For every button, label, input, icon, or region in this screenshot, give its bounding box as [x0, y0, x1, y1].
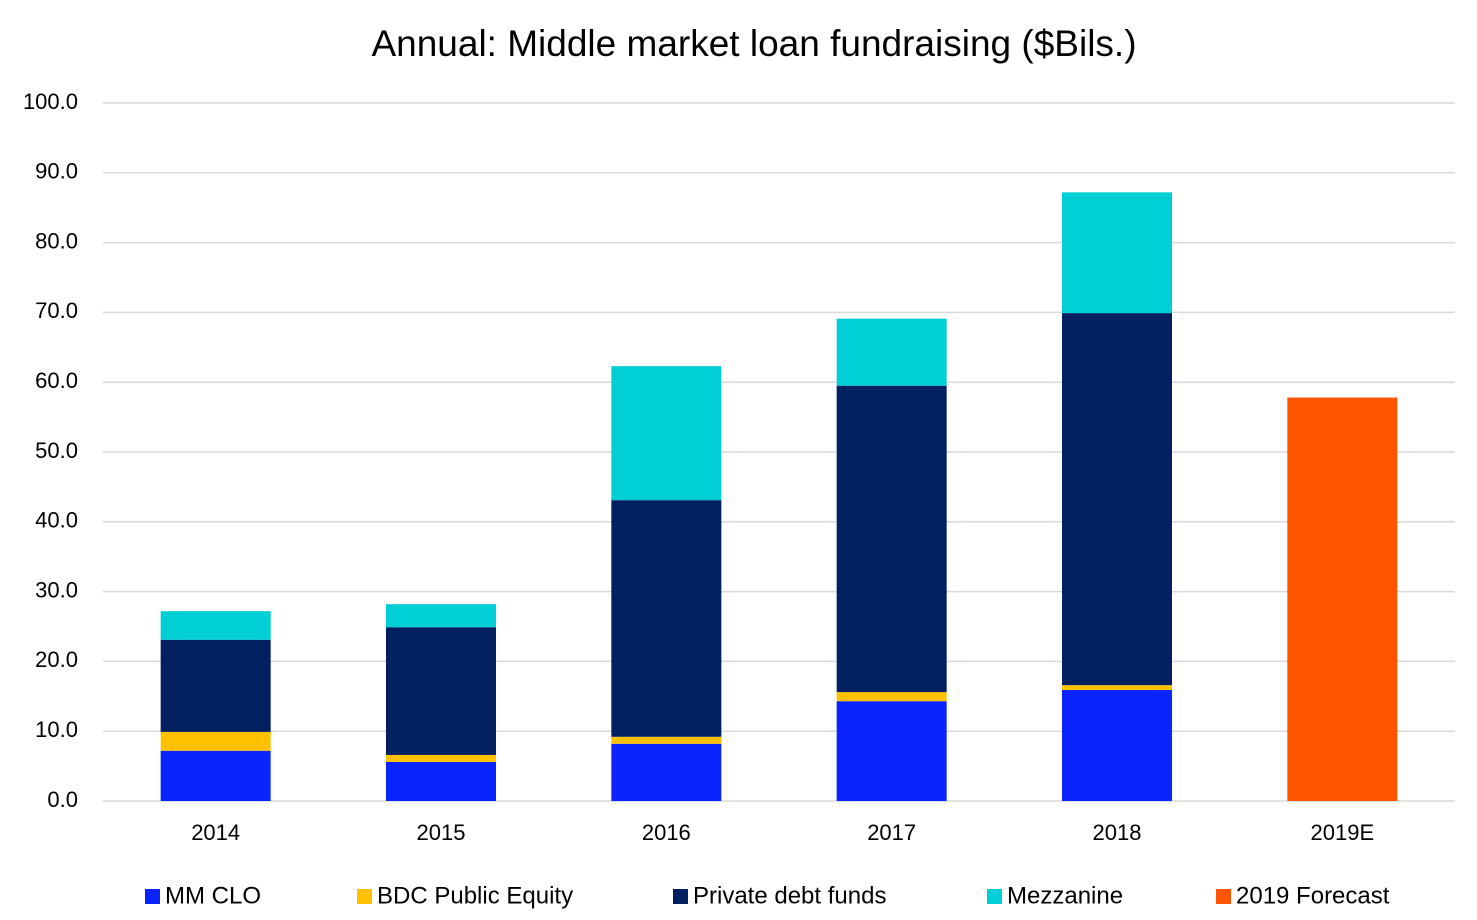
bar-segment — [160, 750, 271, 801]
legend-swatch — [357, 889, 372, 904]
legend-swatch — [1216, 889, 1231, 904]
y-tick-label: 80.0 — [35, 228, 78, 253]
x-tick-label: 2014 — [191, 820, 240, 845]
bar-segment — [386, 754, 496, 762]
bar-segment — [1062, 313, 1172, 686]
bar-segment — [836, 701, 947, 801]
y-tick-label: 100.0 — [23, 89, 78, 114]
legend-label: Mezzanine — [1007, 882, 1123, 909]
y-tick-label: 90.0 — [35, 159, 78, 184]
y-tick-label: 20.0 — [35, 647, 78, 672]
bar-segment — [160, 731, 271, 751]
y-tick-label: 60.0 — [35, 368, 78, 393]
legend-swatch — [145, 889, 160, 904]
x-tick-label: 2015 — [417, 820, 466, 845]
x-tick-label: 2019E — [1311, 820, 1375, 845]
bar-segment — [1062, 192, 1172, 314]
bar-segment — [1062, 685, 1172, 691]
legend-label: 2019 Forecast — [1236, 882, 1390, 909]
bar-segment — [386, 604, 496, 628]
y-tick-label: 50.0 — [35, 438, 78, 463]
bar-segment — [836, 318, 947, 386]
bar-segment — [386, 627, 496, 755]
legend-label: BDC Public Equity — [377, 882, 573, 909]
y-tick-label: 40.0 — [35, 508, 78, 533]
bar-segment — [1287, 397, 1398, 801]
y-tick-label: 30.0 — [35, 577, 78, 602]
legend-swatch — [987, 889, 1002, 904]
bar-segment — [611, 500, 722, 737]
bar-segment — [386, 761, 496, 801]
x-tick-label: 2017 — [867, 820, 916, 845]
bar-segment — [160, 611, 271, 640]
bar-segment — [836, 692, 947, 702]
bar-segment — [1062, 690, 1172, 801]
legend-swatch — [673, 889, 688, 904]
x-tick-label: 2018 — [1093, 820, 1142, 845]
x-tick-label: 2016 — [642, 820, 691, 845]
legend-label: MM CLO — [165, 882, 261, 909]
bar-segment — [160, 639, 271, 732]
bar-segment — [611, 366, 722, 501]
y-tick-label: 0.0 — [47, 787, 78, 812]
bar-segment — [611, 736, 722, 744]
legend-label: Private debt funds — [693, 882, 886, 909]
y-tick-label: 10.0 — [35, 717, 78, 742]
chart-title: Annual: Middle market loan fundraising (… — [371, 23, 1136, 64]
y-tick-label: 70.0 — [35, 298, 78, 323]
bar-segment — [836, 385, 947, 693]
bar-segment — [611, 743, 722, 801]
